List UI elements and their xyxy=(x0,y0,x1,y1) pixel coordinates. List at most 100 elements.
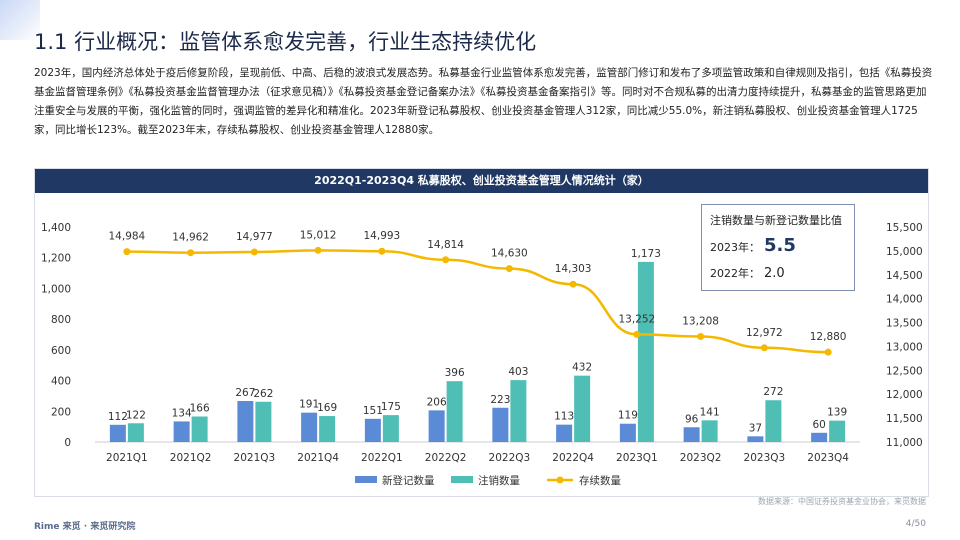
line-point-existing xyxy=(314,246,322,254)
y-right-tick-label: 15,500 xyxy=(886,222,923,234)
ratio-row-2023: 2023年： 5.5 xyxy=(710,235,796,256)
y-left-tick-label: 0 xyxy=(64,437,71,449)
ratio-box: 注销数量与新登记数量比值 2023年： 5.5 2022年： 2.0 xyxy=(701,204,855,291)
bar-label-deregistered: 272 xyxy=(763,386,783,398)
chart-title: 2022Q1-2023Q4 私募股权、创业投资基金管理人情况统计（家） xyxy=(35,169,928,193)
x-tick-label: 2023Q1 xyxy=(616,452,658,464)
brand-logo: Rime 来觅 · 来觅研究院 xyxy=(34,522,136,532)
y-left-tick-label: 200 xyxy=(51,406,71,418)
bar-label-new-registered: 223 xyxy=(490,394,510,406)
legend-label-deregistered: 注销数量 xyxy=(478,474,520,487)
line-point-existing xyxy=(442,256,450,264)
line-label-existing: 14,984 xyxy=(109,231,146,243)
intro-paragraph: 2023年，国内经济总体处于疫后修复阶段，呈现前低、中高、后稳的波浪式发展态势。… xyxy=(34,67,933,136)
bar-deregistered xyxy=(574,375,591,442)
line-label-existing: 14,630 xyxy=(491,248,528,260)
ratio-2022-value: 2.0 xyxy=(764,266,785,281)
data-source: 数据来源：中国证券投资基金业协会，来觅数据 xyxy=(758,497,926,506)
bar-label-new-registered: 113 xyxy=(554,411,574,423)
line-label-existing: 12,880 xyxy=(810,331,847,343)
x-tick-label: 2023Q2 xyxy=(680,452,722,464)
line-point-existing xyxy=(187,249,195,257)
line-point-existing xyxy=(378,247,386,255)
line-label-existing: 14,962 xyxy=(172,232,209,244)
bar-label-new-registered: 134 xyxy=(172,407,192,419)
bar-new-registered xyxy=(109,424,126,442)
bar-deregistered xyxy=(255,401,272,442)
chart-svg: 0 200 400 600 800 1,000 1,200 1,400 11,000 11,500… xyxy=(41,222,923,487)
bar-new-registered xyxy=(237,400,254,442)
line-point-existing xyxy=(697,333,705,341)
legend-label-existing: 存续数量 xyxy=(579,474,621,487)
bar-deregistered xyxy=(510,380,527,442)
bar-deregistered xyxy=(319,416,336,442)
x-tick-label: 2021Q4 xyxy=(297,452,339,464)
bar-deregistered xyxy=(765,400,782,442)
bar-deregistered xyxy=(637,261,654,442)
line-point-existing xyxy=(250,248,258,256)
bar-new-registered xyxy=(364,418,381,442)
bar-new-registered xyxy=(428,410,445,442)
legend-swatch-deregistered xyxy=(451,476,473,483)
line-label-existing: 14,814 xyxy=(427,239,464,251)
bar-label-deregistered: 403 xyxy=(508,366,528,378)
line-label-existing: 14,303 xyxy=(555,263,592,275)
bar-deregistered xyxy=(829,420,846,442)
bar-new-registered xyxy=(301,412,318,442)
page-number: 4/50 xyxy=(905,519,926,529)
y-right-tick-label: 12,500 xyxy=(886,365,923,377)
y-right-tick-label: 13,500 xyxy=(886,318,923,330)
line-point-existing xyxy=(123,248,131,256)
y-right-tick-label: 11,500 xyxy=(886,413,923,425)
bar-label-new-registered: 112 xyxy=(108,411,128,423)
bar-new-registered xyxy=(683,427,700,442)
bar-label-new-registered: 37 xyxy=(749,422,762,434)
bar-label-new-registered: 206 xyxy=(427,396,447,408)
y-right-tick-label: 14,000 xyxy=(886,294,923,306)
bar-label-deregistered: 169 xyxy=(317,402,337,414)
bar-label-deregistered: 122 xyxy=(126,409,146,421)
ratio-2022-label: 2022年： xyxy=(710,267,760,280)
bar-deregistered xyxy=(127,423,144,442)
ratio-2023-value: 5.5 xyxy=(764,235,796,256)
bar-deregistered xyxy=(701,420,718,442)
bar-label-new-registered: 60 xyxy=(812,419,825,431)
bar-deregistered xyxy=(446,381,463,442)
y-left-tick-label: 1,000 xyxy=(41,283,71,295)
bar-new-registered xyxy=(811,432,828,442)
x-tick-label: 2021Q2 xyxy=(170,452,212,464)
y-left-tick-label: 800 xyxy=(51,314,71,326)
bar-label-deregistered: 1,173 xyxy=(631,248,661,260)
bar-label-deregistered: 139 xyxy=(827,407,847,419)
corner-decoration xyxy=(0,0,40,40)
x-tick-label: 2022Q2 xyxy=(425,452,467,464)
bar-new-registered xyxy=(747,436,764,442)
line-point-existing xyxy=(760,344,768,352)
line-point-existing xyxy=(569,280,577,288)
ratio-box-title: 注销数量与新登记数量比值 xyxy=(710,214,842,227)
bar-deregistered xyxy=(382,415,399,442)
y-right-tick-label: 11,000 xyxy=(886,437,923,449)
y-left-tick-label: 1,200 xyxy=(41,253,71,265)
bar-deregistered xyxy=(191,416,208,442)
line-label-existing: 15,012 xyxy=(300,229,337,241)
bar-label-new-registered: 267 xyxy=(235,387,255,399)
bar-label-deregistered: 432 xyxy=(572,362,592,374)
line-point-existing xyxy=(633,330,641,338)
y-right-tick-label: 15,000 xyxy=(886,246,923,258)
bar-new-registered xyxy=(619,423,636,442)
x-tick-label: 2022Q1 xyxy=(361,452,403,464)
bar-label-deregistered: 396 xyxy=(445,367,465,379)
line-label-existing: 13,208 xyxy=(682,316,719,328)
line-label-existing: 14,993 xyxy=(364,230,401,242)
x-tick-label: 2021Q1 xyxy=(106,452,148,464)
x-tick-label: 2022Q3 xyxy=(489,452,531,464)
x-tick-label: 2023Q4 xyxy=(807,452,849,464)
bar-label-new-registered: 191 xyxy=(299,399,319,411)
y-right-tick-label: 13,000 xyxy=(886,341,923,353)
bar-new-registered xyxy=(556,424,573,442)
bar-label-new-registered: 151 xyxy=(363,405,383,417)
line-point-existing xyxy=(824,348,832,356)
line-label-existing: 12,972 xyxy=(746,327,783,339)
bar-label-deregistered: 166 xyxy=(190,403,210,415)
